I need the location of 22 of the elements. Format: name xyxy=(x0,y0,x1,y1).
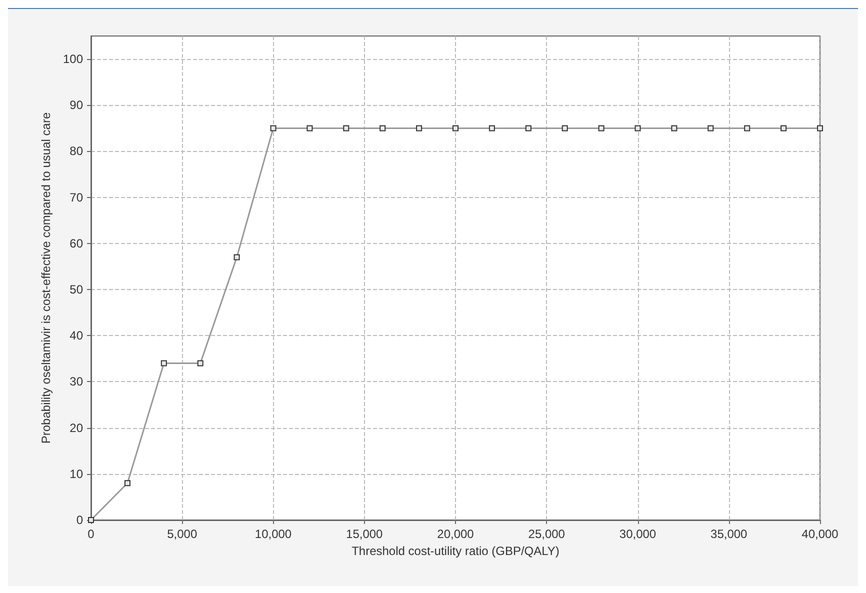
y-tick-label: 100 xyxy=(62,52,84,66)
y-tick-label: 80 xyxy=(70,144,84,158)
y-tick-label: 70 xyxy=(70,190,84,204)
x-tick-label: 5,000 xyxy=(167,527,198,541)
x-tick-label: 30,000 xyxy=(619,527,656,541)
y-tick-label: 30 xyxy=(70,374,84,389)
x-tick-label: 10,000 xyxy=(254,527,292,541)
y-tick-label: 10 xyxy=(70,466,84,481)
x-axis-title: Threshold cost-utility ratio (GBP/QALY) xyxy=(352,544,560,558)
y-tick-label: 50 xyxy=(70,282,84,297)
y-tick-label: 0 xyxy=(76,513,84,527)
x-tick-label: 0 xyxy=(88,527,95,541)
y-axis-title: Probability oseltamivir is cost-effective compared to usual care xyxy=(39,112,54,444)
x-tick-label: 35,000 xyxy=(710,527,748,541)
x-tick-label: 25,000 xyxy=(528,527,566,541)
y-tick-label: 40 xyxy=(70,328,84,343)
x-tick-label: 40,000 xyxy=(802,527,839,541)
x-tick-label: 15,000 xyxy=(346,527,384,541)
y-tick-label: 60 xyxy=(70,236,84,250)
y-tick-label: 90 xyxy=(70,98,84,112)
y-tick-label: 20 xyxy=(70,420,84,435)
x-tick-label: 20,000 xyxy=(437,527,474,541)
